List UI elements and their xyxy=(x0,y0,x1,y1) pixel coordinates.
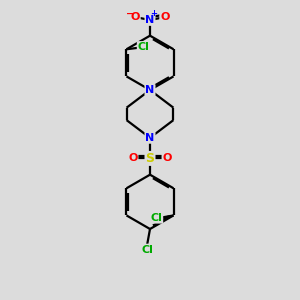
Text: Cl: Cl xyxy=(150,213,162,223)
Text: O: O xyxy=(128,153,137,164)
Text: O: O xyxy=(160,12,170,22)
Text: N: N xyxy=(146,15,154,25)
Text: N: N xyxy=(146,133,154,143)
Text: N: N xyxy=(146,85,154,95)
Text: Cl: Cl xyxy=(141,244,153,255)
Text: +: + xyxy=(150,9,157,18)
Text: S: S xyxy=(146,152,154,165)
Text: O: O xyxy=(163,153,172,164)
Text: −: − xyxy=(126,9,134,19)
Text: O: O xyxy=(130,12,140,22)
Text: Cl: Cl xyxy=(138,42,150,52)
